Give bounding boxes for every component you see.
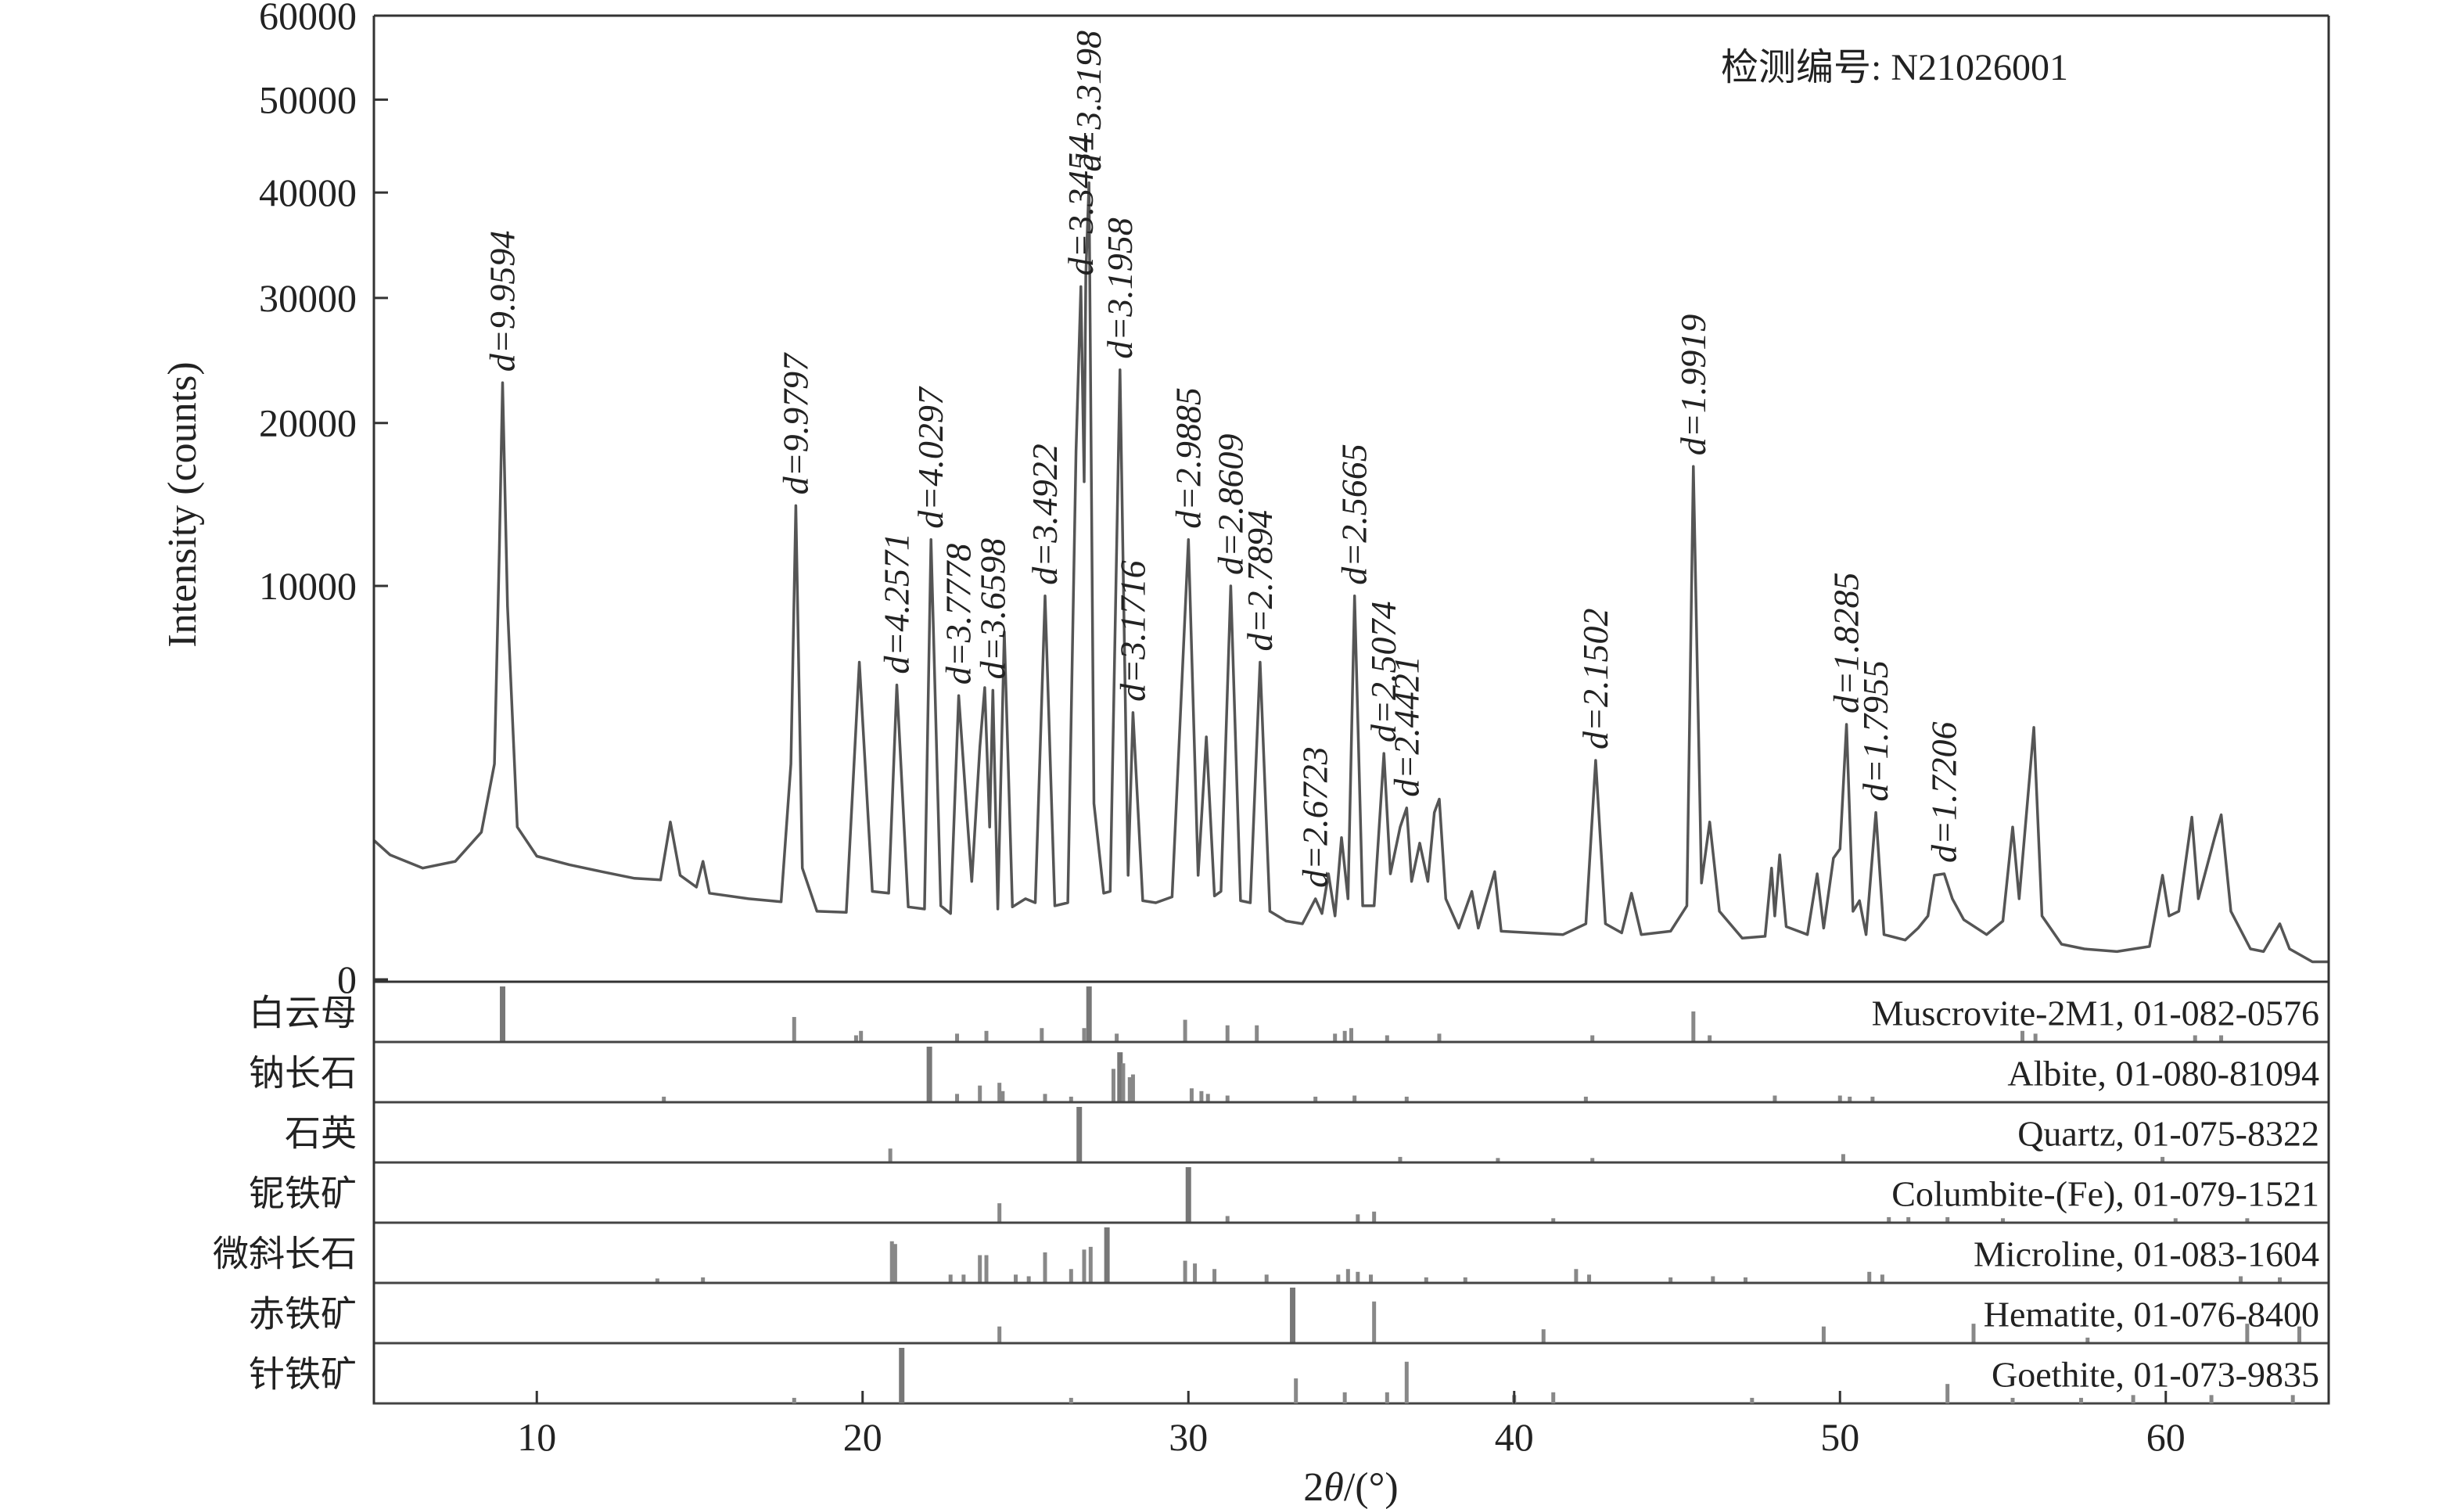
reference-pattern-name: Microline, 01-083-1604 [1974,1234,2319,1274]
y-tick-label: 40000 [259,171,357,214]
peak-label: d=9.9797 [775,352,815,495]
peak-label: d=3.6598 [972,538,1012,680]
peak-label: d=2.5074 [1363,602,1403,743]
peak-label: d=2.1502 [1575,608,1615,749]
xrd-pattern-line [372,181,2329,964]
reference-mineral-label: 铌铁矿 [249,1174,357,1214]
x-tick-label: 40 [1495,1415,1534,1459]
x-tick-label: 60 [2146,1415,2186,1459]
peak-label: d=2.8609 [1210,433,1250,575]
y-tick-label: 60000 [259,0,357,38]
peak-label: d=4.2571 [877,533,917,674]
reference-panels: 白云母 Muscrovite-2M1, 01-082-0576 钠长石 Albite,… [213,980,2330,1405]
reference-mineral-label: 微斜长石 [213,1234,357,1274]
reference-pattern-name: Muscrovite-2M1, 01-082-0576 [1872,993,2319,1033]
x-tick-label: 50 [1820,1415,1859,1459]
peak-label: d=9.9594 [483,231,523,372]
peak-label: d=1.7955 [1855,660,1895,802]
peak-label: d=2.6723 [1295,746,1335,888]
reference-mineral-label: 钠长石 [249,1054,357,1094]
x-tick-label: 20 [843,1415,882,1459]
peak-label: d=2.4421 [1386,656,1426,797]
peak-label: d=4.0297 [911,386,950,529]
reference-pattern-name: Hematite, 01-076-8400 [1984,1295,2319,1335]
axes: 0 10000 20000 30000 40000 50000 60000 10 20 30 40 5… [259,0,2330,1459]
peak-label: d=3.1958 [1100,217,1140,359]
peak-label: d=3.3198 [1069,31,1108,172]
reference-pattern-name: Quartz, 01-075-8322 [2017,1114,2319,1154]
peak-label: d=2.9885 [1168,387,1208,529]
peak-label: d=3.4922 [1025,444,1065,585]
reference-mineral-label: 石英 [285,1114,357,1154]
reference-mineral-label: 针铁矿 [249,1355,357,1395]
y-tick-label: 30000 [259,276,357,320]
reference-mineral-label: 赤铁矿 [249,1295,357,1335]
peak-label: d=3.1716 [1112,560,1152,702]
sample-id-label: 检测编号: N21026001 [1721,47,2068,88]
y-tick-label: 0 [337,957,357,1001]
peak-label: d=3.3454 [1061,135,1101,276]
peak-label: d=2.5665 [1334,444,1374,585]
y-tick-label: 20000 [259,401,357,445]
y-axis-title: Intensity (counts) [160,361,205,647]
peak-label: d=2.7894 [1240,510,1280,652]
peak-label: d=1.8285 [1826,572,1866,713]
x-axis-title: 2θ/(°) [1303,1465,1398,1509]
y-tick-label: 10000 [259,564,357,608]
y-tick-label: 50000 [259,77,357,121]
reference-mineral-label: 白云母 [249,993,357,1033]
reference-pattern-name: Goethite, 01-073-9835 [1992,1355,2319,1395]
x-tick-label: 10 [517,1415,556,1459]
reference-pattern-name: Columbite-(Fe), 01-079-1521 [1891,1174,2319,1214]
peak-label: d=3.7778 [939,544,979,685]
peak-label: d=1.9919 [1673,314,1713,456]
reference-pattern-name: Albite, 01-080-81094 [2007,1054,2319,1094]
main-plot-area: d=9.9594 d=9.9797 d=4.2571 d=4.0297 d=3.7778… [372,31,2329,964]
peak-label: d=1.7206 [1924,721,1964,863]
x-tick-label: 30 [1169,1415,1208,1459]
